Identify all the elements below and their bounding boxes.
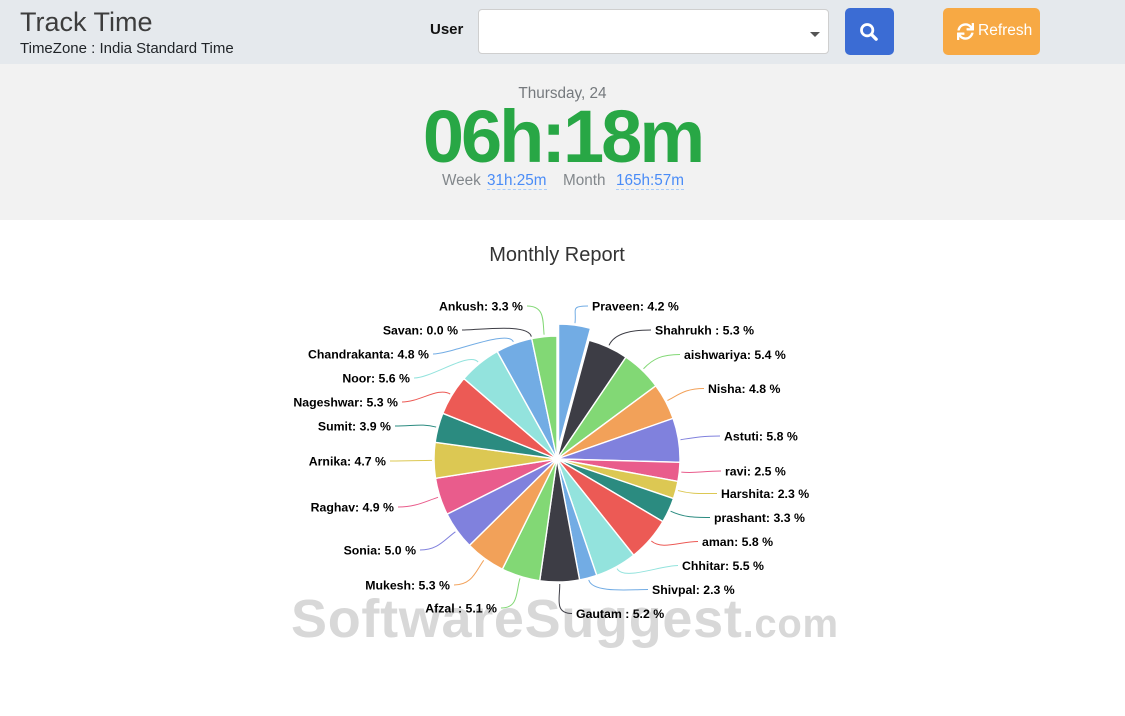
svg-text:Raghav: 4.9 %: Raghav: 4.9 % [311,501,394,515]
svg-text:Afzal : 5.1 %: Afzal : 5.1 % [425,602,497,616]
svg-text:Chhitar: 5.5 %: Chhitar: 5.5 % [682,559,764,573]
svg-text:Chandrakanta: 4.8 %: Chandrakanta: 4.8 % [308,348,429,362]
svg-text:Sumit: 3.9 %: Sumit: 3.9 % [318,420,391,434]
svg-text:Gautam : 5.2 %: Gautam : 5.2 % [576,607,664,621]
svg-text:Shahrukh : 5.3 %: Shahrukh : 5.3 % [655,324,754,338]
svg-text:Arnika: 4.7 %: Arnika: 4.7 % [309,455,386,469]
svg-text:Nageshwar: 5.3 %: Nageshwar: 5.3 % [293,396,398,410]
svg-text:Shivpal: 2.3 %: Shivpal: 2.3 % [652,583,735,597]
svg-text:Astuti: 5.8 %: Astuti: 5.8 % [724,430,798,444]
svg-text:ravi: 2.5 %: ravi: 2.5 % [725,465,786,479]
svg-text:Sonia: 5.0 %: Sonia: 5.0 % [344,544,417,558]
svg-text:Praveen: 4.2 %: Praveen: 4.2 % [592,300,679,314]
svg-text:Harshita: 2.3 %: Harshita: 2.3 % [721,487,809,501]
svg-text:Noor: 5.6 %: Noor: 5.6 % [342,372,410,386]
svg-text:prashant: 3.3 %: prashant: 3.3 % [714,511,805,525]
svg-text:Savan: 0.0 %: Savan: 0.0 % [383,324,458,338]
svg-text:Ankush: 3.3 %: Ankush: 3.3 % [439,300,523,314]
svg-text:Nisha: 4.8 %: Nisha: 4.8 % [708,382,781,396]
svg-text:aman: 5.8 %: aman: 5.8 % [702,535,773,549]
svg-text:Mukesh: 5.3 %: Mukesh: 5.3 % [365,579,450,593]
svg-text:aishwariya: 5.4 %: aishwariya: 5.4 % [684,348,786,362]
